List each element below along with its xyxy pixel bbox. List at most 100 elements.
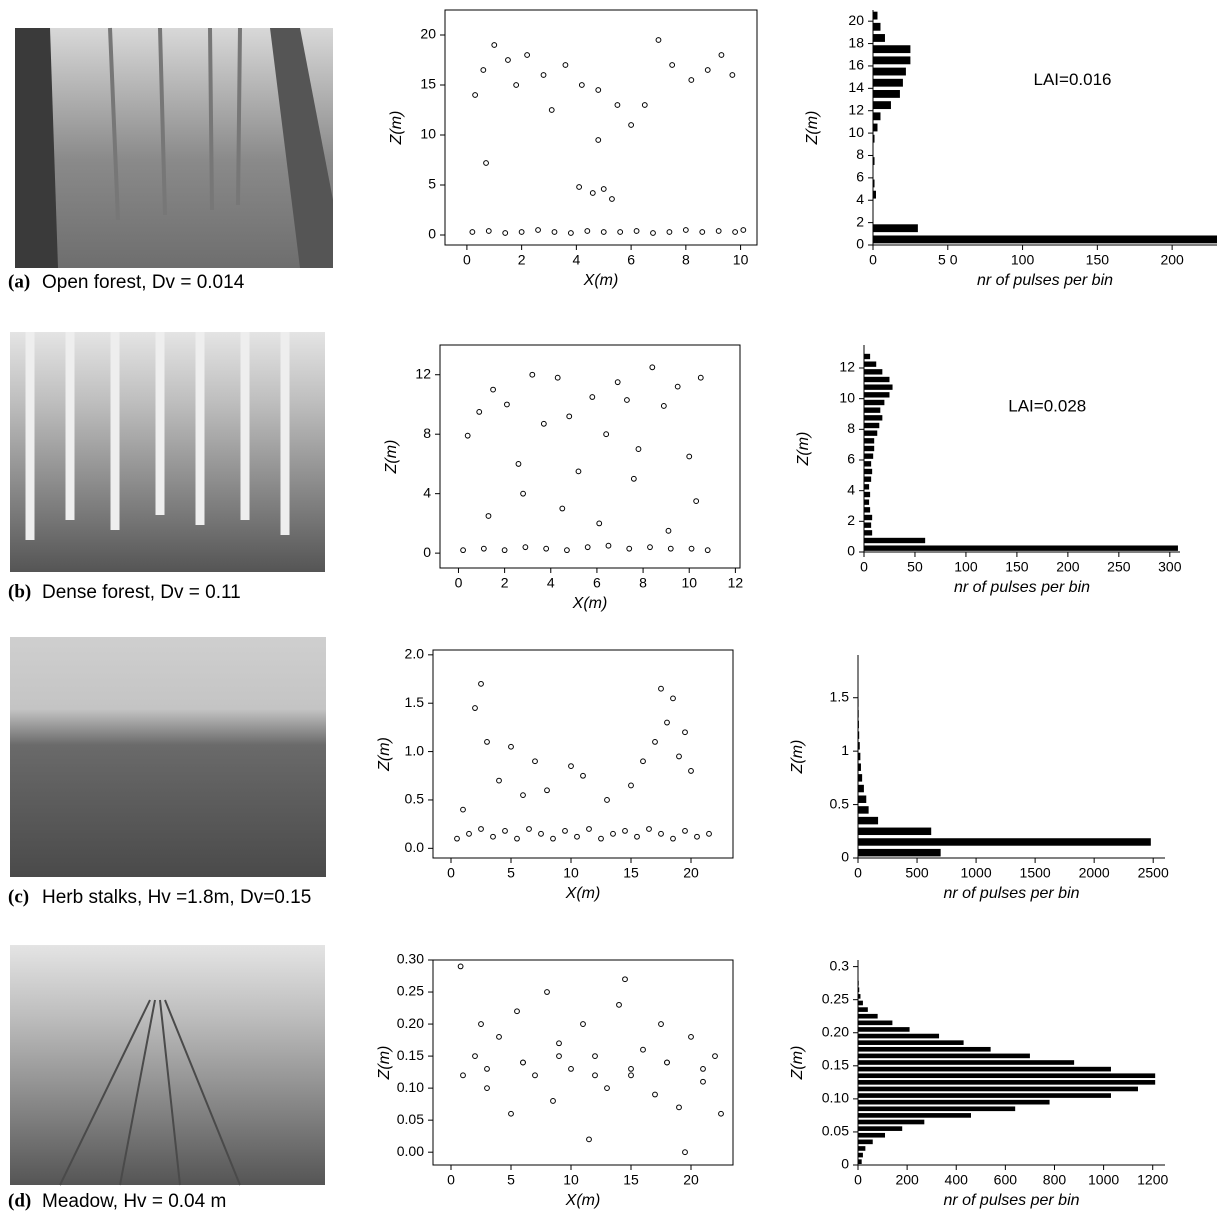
point xyxy=(604,1085,610,1092)
bar xyxy=(858,1139,873,1145)
point xyxy=(551,229,558,235)
x-tick-label: 100 xyxy=(1011,252,1035,268)
bar xyxy=(858,1033,940,1039)
x-tick-label: 150 xyxy=(1005,559,1029,575)
y-tick-label: 1 xyxy=(841,742,849,758)
caption: Meadow, Hv = 0.04 m xyxy=(42,1191,226,1212)
x-tick-label: 800 xyxy=(1043,1172,1067,1188)
point xyxy=(628,1072,634,1079)
y-tick-label: 2.0 xyxy=(405,646,425,662)
bar xyxy=(873,179,875,188)
x-tick-label: 0 xyxy=(447,1172,455,1188)
point xyxy=(700,1078,706,1085)
y-tick-label: 0.15 xyxy=(822,1057,849,1073)
point xyxy=(472,1053,478,1059)
bar xyxy=(858,1040,964,1045)
y-tick-label: 12 xyxy=(415,365,431,381)
y-tick-label: 8 xyxy=(847,420,855,436)
point xyxy=(559,505,566,512)
bar xyxy=(858,752,861,761)
point xyxy=(502,230,509,236)
bar xyxy=(864,353,871,360)
y-tick-label: 0.30 xyxy=(397,951,424,967)
x-tick-label: 0 xyxy=(447,865,455,881)
bar xyxy=(858,1027,910,1032)
bar xyxy=(858,784,864,793)
bar xyxy=(864,430,878,436)
point xyxy=(508,743,514,750)
point xyxy=(614,102,621,108)
caption: Open forest, Dv = 0.014 xyxy=(42,272,245,293)
point xyxy=(556,1040,562,1047)
point xyxy=(628,122,635,128)
bar xyxy=(858,710,859,718)
point xyxy=(652,1091,658,1098)
point xyxy=(556,1053,562,1059)
point xyxy=(490,386,496,393)
point xyxy=(568,1066,574,1072)
x-tick-label: 20 xyxy=(683,1172,699,1188)
point xyxy=(476,409,483,415)
bar xyxy=(864,507,871,513)
point xyxy=(484,739,490,745)
point xyxy=(670,835,676,842)
point xyxy=(592,1053,598,1059)
bar xyxy=(858,1080,1156,1085)
x-axis-label: nr of pulses per bin xyxy=(977,272,1113,289)
bar xyxy=(858,1046,991,1052)
bar xyxy=(864,476,872,482)
y-tick-label: 6 xyxy=(856,169,864,185)
point xyxy=(522,544,529,551)
y-tick-label: 15 xyxy=(420,76,436,92)
point xyxy=(574,833,580,840)
bar xyxy=(858,1146,866,1151)
y-tick-label: 0.25 xyxy=(822,990,849,1006)
point xyxy=(543,545,550,552)
bar xyxy=(858,1007,868,1012)
y-tick-label: 20 xyxy=(848,12,864,28)
point xyxy=(584,544,591,551)
x-axis-label: X(m) xyxy=(565,885,601,902)
point xyxy=(682,227,689,233)
annotation: LAI=0.016 xyxy=(1034,70,1112,89)
bar xyxy=(858,763,861,771)
point xyxy=(501,547,508,554)
bar xyxy=(858,1132,886,1138)
point xyxy=(595,137,602,143)
y-tick-label: 0 xyxy=(423,544,431,560)
point xyxy=(617,229,624,235)
point xyxy=(614,379,621,386)
point xyxy=(520,1059,526,1066)
point xyxy=(550,1098,556,1104)
y-tick-label: 0 xyxy=(428,226,436,242)
point xyxy=(575,468,582,475)
x-tick-label: 10 xyxy=(563,1172,579,1188)
y-tick-label: 0.10 xyxy=(822,1090,849,1106)
bar xyxy=(858,1053,1030,1059)
bar xyxy=(864,361,877,367)
bar xyxy=(873,45,911,54)
point xyxy=(484,1085,490,1092)
caption-label: (c) xyxy=(8,886,29,907)
point xyxy=(596,520,603,527)
y-tick-label: 0.3 xyxy=(830,957,850,973)
point xyxy=(532,1072,538,1079)
point xyxy=(483,160,489,166)
y-tick-label: 0.0 xyxy=(405,839,425,855)
point xyxy=(595,87,602,93)
bar xyxy=(858,1152,863,1158)
x-tick-label: 300 xyxy=(1158,559,1182,575)
y-axis-label: Z(m) xyxy=(795,432,812,467)
point xyxy=(616,1001,622,1008)
x-axis-label: X(m) xyxy=(565,1192,601,1209)
point xyxy=(676,1104,682,1111)
x-tick-label: 0 xyxy=(455,575,463,591)
caption: Herb stalks, Hv =1.8m, Dv=0.15 xyxy=(42,887,311,908)
bar xyxy=(864,407,881,413)
bar xyxy=(858,774,863,782)
point xyxy=(655,37,662,43)
x-tick-label: 1200 xyxy=(1137,1172,1168,1188)
bar xyxy=(873,90,900,98)
point xyxy=(472,705,478,711)
point xyxy=(580,1021,586,1027)
